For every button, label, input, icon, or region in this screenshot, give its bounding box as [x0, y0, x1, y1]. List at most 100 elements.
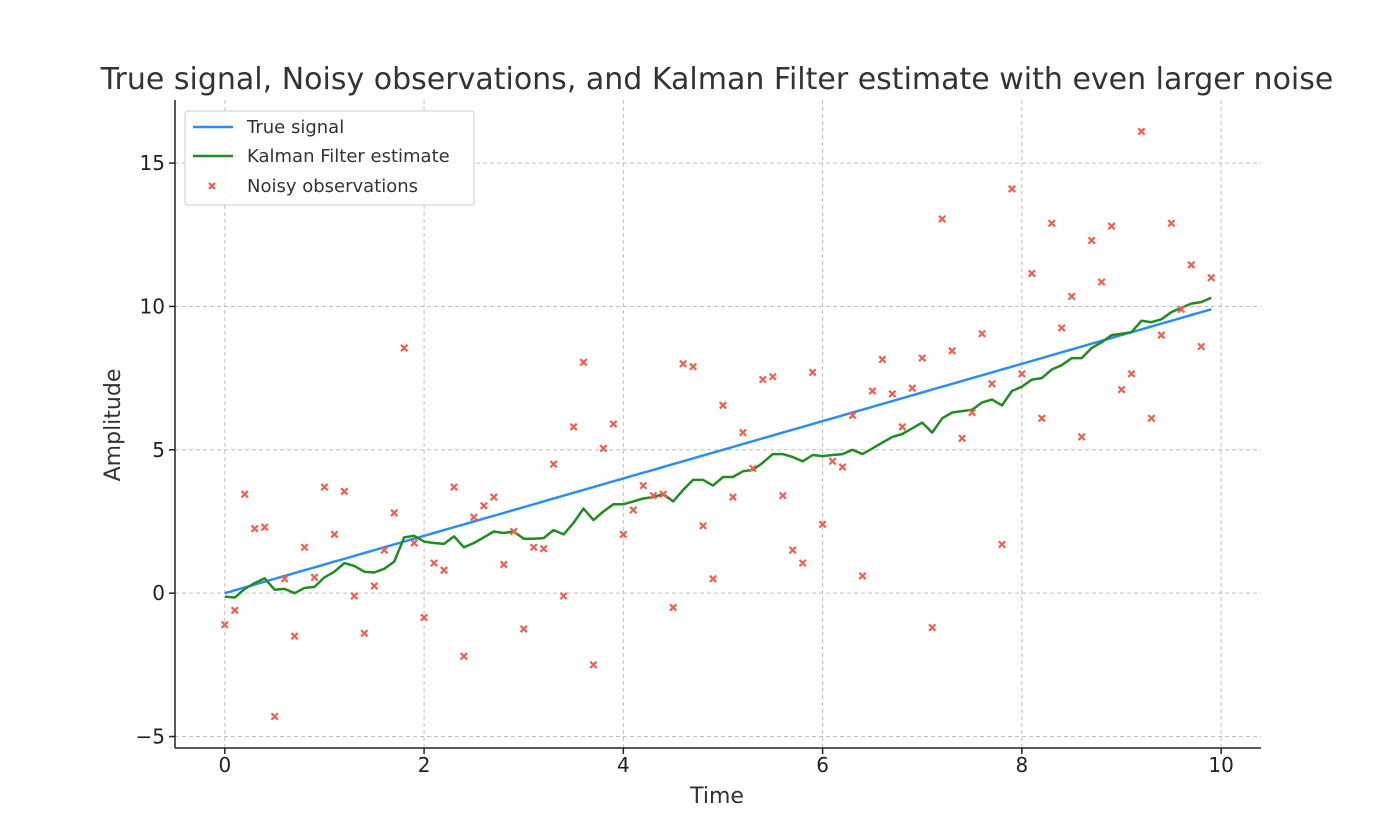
x-tick-label: 10 [1208, 753, 1233, 777]
observation-point [579, 358, 588, 367]
x-tick-label: 8 [1016, 753, 1029, 777]
kalman-estimate-line [224, 296, 1212, 599]
observation-point [559, 592, 568, 601]
observation-point [798, 559, 807, 568]
observation-point [1057, 323, 1066, 332]
observation-point [280, 574, 289, 583]
y-tick-label: 5 [152, 438, 165, 462]
observation-point [449, 483, 458, 492]
observation-point [509, 527, 518, 536]
observation-point [699, 521, 708, 530]
observation-point [808, 368, 817, 377]
observation-point [340, 487, 349, 496]
true-signal-line [224, 308, 1212, 595]
plot-area [220, 127, 1216, 721]
observation-point [1137, 127, 1146, 136]
observation-point [380, 546, 389, 555]
observation-point [669, 603, 678, 612]
observation-point [948, 346, 957, 355]
observation-point [1087, 236, 1096, 245]
observation-point [410, 539, 419, 547]
observation-point [270, 712, 279, 721]
observation-point [898, 422, 907, 431]
observation-point [390, 508, 399, 517]
observation-point [589, 660, 598, 669]
observation-point [1147, 414, 1156, 423]
observation-point [420, 613, 429, 622]
observation-point [868, 387, 877, 396]
y-tick-label: 10 [140, 294, 165, 318]
observation-point [529, 543, 538, 552]
observation-point [988, 379, 996, 388]
observation-point [918, 354, 927, 363]
observation-point [709, 574, 717, 583]
y-tick-label: 0 [152, 581, 165, 605]
x-tick-label: 4 [617, 753, 630, 777]
observation-point [230, 606, 239, 615]
observation-point [599, 444, 608, 453]
observation-point [240, 490, 249, 499]
observation-point [1047, 219, 1056, 228]
observation-point [440, 566, 448, 575]
x-tick-label: 2 [418, 753, 431, 777]
observation-point [400, 344, 409, 352]
observation-point [619, 530, 628, 539]
observation-point [360, 629, 369, 638]
observation-point [310, 573, 319, 582]
observation-point [908, 384, 917, 393]
observation-point [888, 389, 897, 398]
observation-point [649, 491, 658, 500]
observation-point [858, 571, 867, 580]
observation-point [639, 481, 648, 490]
observation-point [689, 362, 698, 371]
observation-point [539, 544, 548, 553]
legend-box [184, 110, 475, 206]
legend-true-signal-label: True signal [246, 117, 344, 138]
observation-point [1197, 342, 1206, 351]
observation-point [330, 530, 339, 539]
observation-point [479, 501, 488, 510]
observation-point [938, 215, 947, 223]
observation-point [1097, 278, 1106, 287]
observation-point [519, 625, 528, 633]
observation-point [778, 491, 787, 500]
observation-point [469, 513, 478, 522]
observation-point [1037, 414, 1046, 423]
observation-point [549, 460, 558, 469]
y-axis-label: Amplitude [101, 369, 126, 482]
x-tick-label: 0 [218, 753, 231, 777]
observation-point [958, 434, 967, 443]
observation-point [738, 428, 747, 437]
legend-noisy-marker [208, 182, 216, 190]
observation-point [679, 359, 688, 368]
observation-point [788, 546, 797, 555]
observation-point [828, 457, 837, 466]
observation-point [459, 652, 468, 661]
observation-point [1157, 331, 1166, 340]
observation-point [968, 408, 977, 417]
observation-point [848, 411, 857, 420]
observation-point [489, 493, 498, 502]
observation-point [629, 506, 638, 514]
observation-point [260, 523, 269, 532]
legend: True signal Kalman Filter estimate Noisy… [184, 110, 475, 206]
axis-ticks: 0 2 4 6 8 10 −5 0 5 10 15 [136, 151, 1234, 777]
legend-noisy-label: Noisy observations [247, 176, 418, 197]
observation-point [768, 372, 777, 381]
observation-point [719, 401, 727, 410]
observation-point [1127, 369, 1136, 378]
observation-point [1107, 222, 1116, 231]
observation-point [300, 543, 309, 552]
observation-point [878, 355, 887, 364]
observation-point [1187, 260, 1196, 269]
y-tick-label: 15 [140, 151, 165, 175]
observation-point [748, 464, 757, 473]
observation-point [1167, 219, 1176, 228]
observation-point [370, 582, 379, 590]
observation-point [997, 540, 1006, 549]
observation-point [728, 493, 737, 502]
observation-point [1117, 385, 1126, 394]
observation-point [1077, 432, 1086, 441]
grid-lines [175, 100, 1261, 748]
observation-point [499, 560, 508, 569]
